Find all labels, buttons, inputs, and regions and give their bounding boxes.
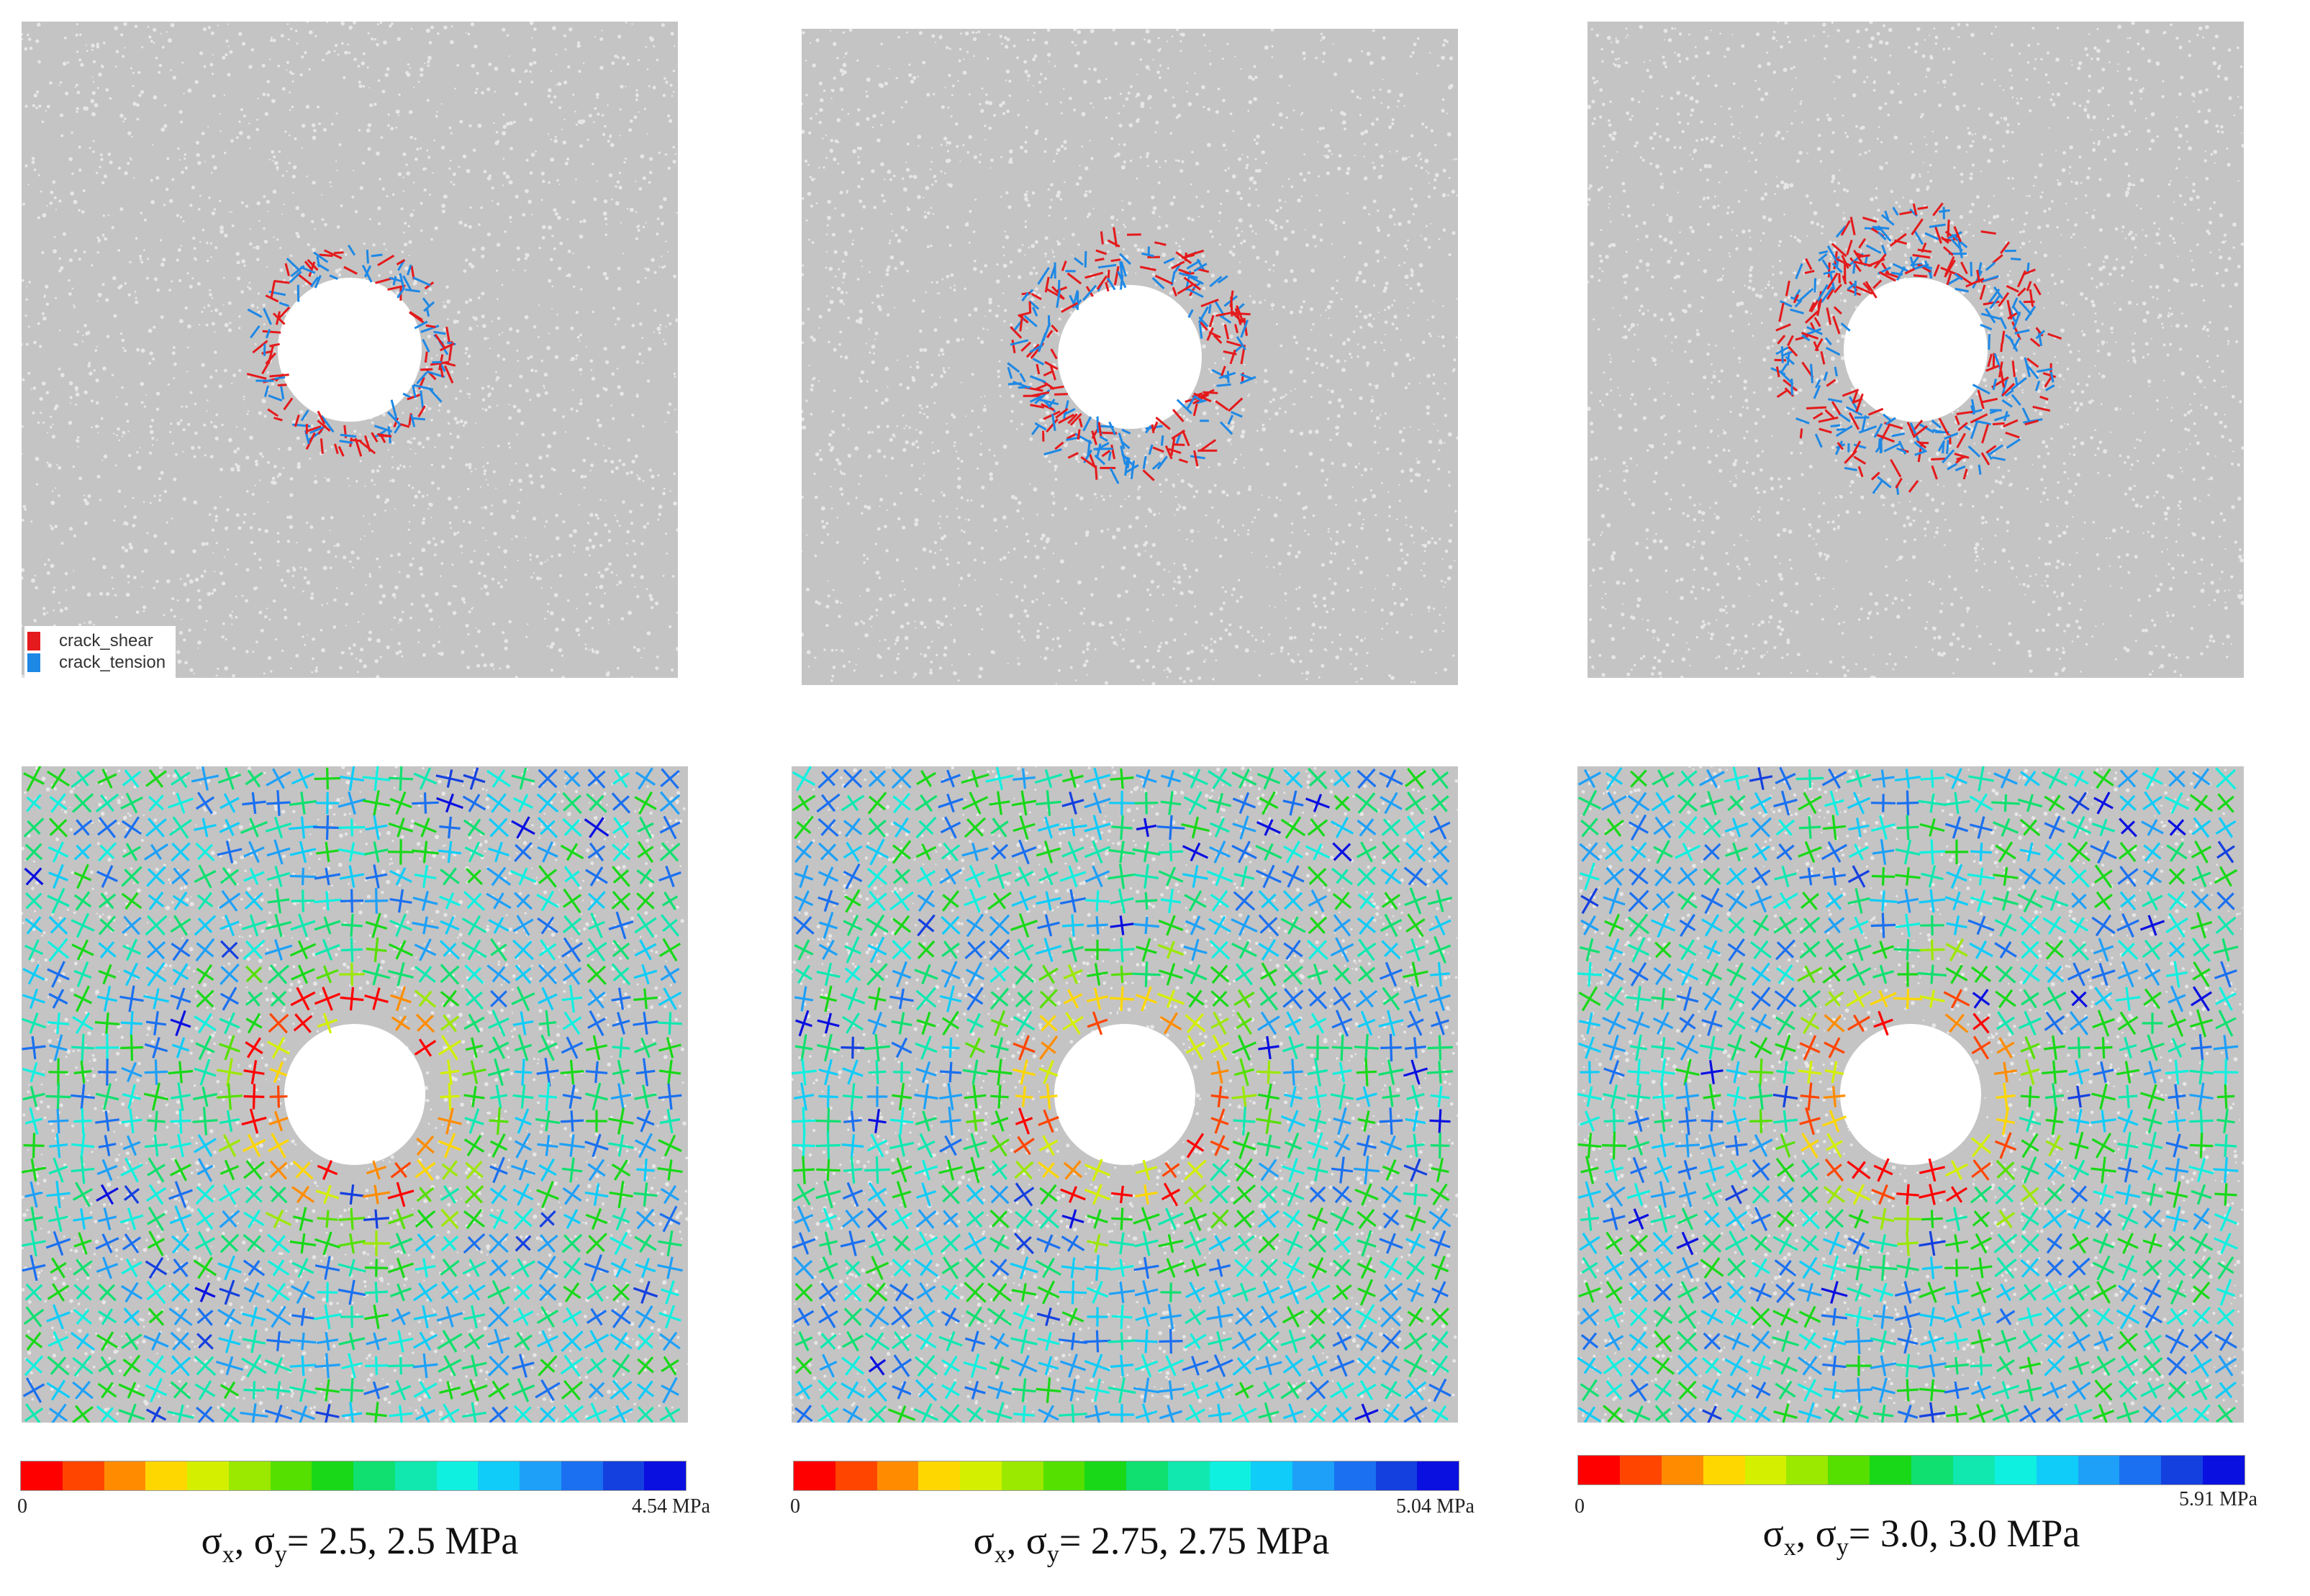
crack-panel-3 [1587,22,2244,678]
crack-panel-2 [802,29,1458,685]
particle-texture [1587,22,2244,678]
legend-entry-tension: crack_tension [27,652,166,674]
colorbar-2 [793,1461,1459,1491]
stress-panel-2 [792,766,1458,1423]
caption-1: σx, σy= 2.5, 2.5 MPa [201,1519,519,1568]
legend-entry-shear: crack_shear [27,630,166,652]
stress-plot-1 [22,766,688,1423]
crack-marks [246,245,456,457]
stress-plot-3 [1577,766,2244,1423]
colorbar-3 [1577,1455,2245,1485]
principal-stress-crosses [792,766,1454,1423]
crack-plot-1 [22,22,678,678]
borehole [1844,278,1988,422]
legend-label-shear: crack_shear [59,631,153,650]
caption-2: σx, σy= 2.75, 2.75 MPa [973,1519,1330,1568]
colorbar-1 [20,1461,687,1491]
colorbar-3-max-label: 5.91 MPa [2179,1488,2257,1510]
stress-plot-2 [792,766,1458,1423]
borehole [1840,1024,1981,1165]
legend-label-tension: crack_tension [59,653,166,672]
shear-swatch [27,632,40,650]
caption-3: σx, σy= 3.0, 3.0 MPa [1762,1512,2080,1561]
colorbar-2-max-label: 5.04 MPa [1396,1495,1475,1518]
crack-plot-2 [802,29,1458,685]
stress-panel-1 [22,766,688,1423]
colorbar-2-min-label: 0 [790,1495,800,1518]
colorbar-1-min-label: 0 [17,1495,27,1518]
principal-stress-crosses [22,766,683,1423]
colorbar-3-min-label: 0 [1575,1495,1585,1518]
crack-panel-1: crack_shear crack_tension [22,22,678,678]
borehole [1054,1024,1195,1165]
crack-marks [1770,202,2062,495]
colorbar-1-max-label: 4.54 MPa [632,1495,710,1518]
borehole [1058,285,1202,429]
particle-texture [802,29,1458,685]
crack-legend: crack_shear crack_tension [24,626,176,678]
crack-plot-3 [1587,22,2244,678]
crack-marks [1007,227,1256,484]
borehole [284,1024,425,1165]
tension-swatch [27,653,40,672]
borehole [278,278,422,422]
particle-texture [22,22,678,678]
principal-stress-crosses [1577,766,2239,1423]
stress-panel-3 [1577,766,2244,1423]
